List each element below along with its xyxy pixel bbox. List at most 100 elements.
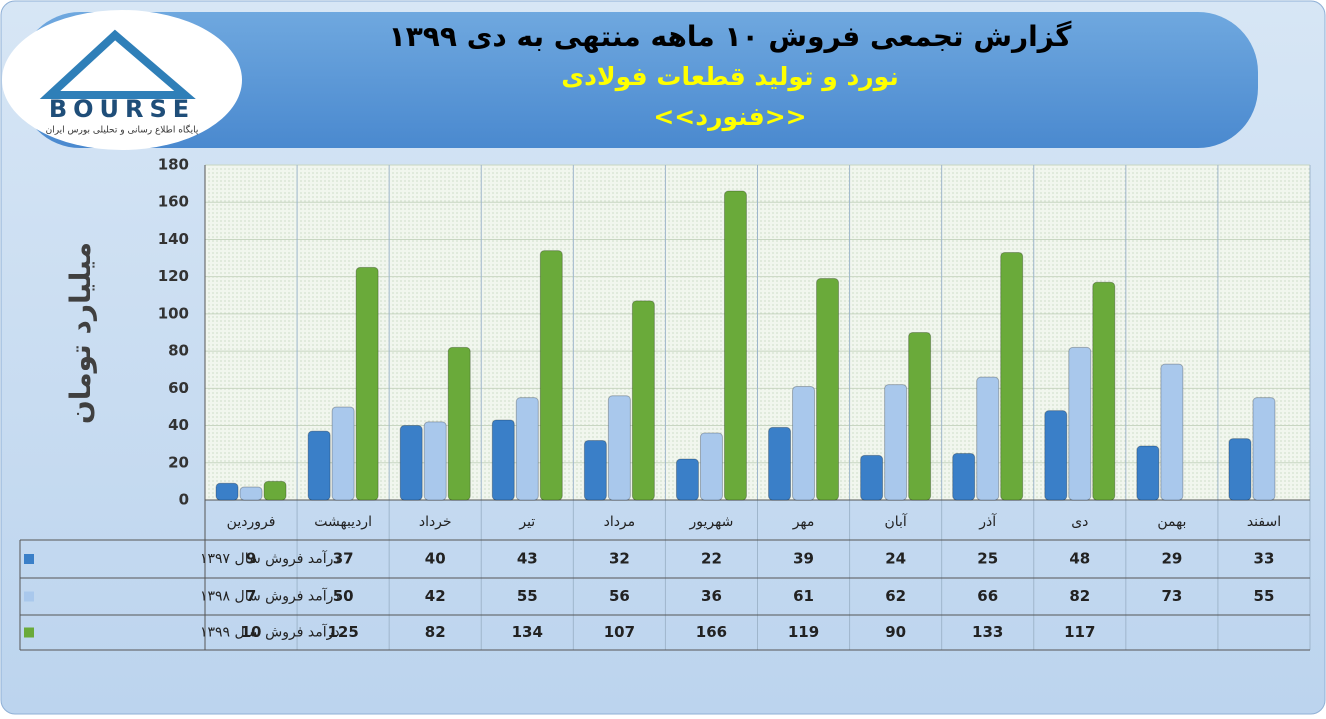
bar: [976, 376, 1000, 501]
table-value: 133: [972, 623, 1003, 641]
chart-title: گزارش تجمعی فروش ۱۰ ماهه منتهی به دی ۱۳۹…: [389, 20, 1072, 53]
table-value: 29: [1161, 550, 1182, 568]
bar: [699, 432, 723, 501]
logo-name: BOURSE: [49, 95, 195, 123]
y-tick-label: 20: [168, 453, 189, 471]
bar: [908, 332, 932, 501]
x-tick-label: شهریور: [689, 514, 734, 530]
bar: [884, 384, 908, 501]
table-value: 82: [425, 623, 446, 641]
y-axis-label: میلیارد تومان: [64, 242, 97, 424]
x-tick-label: مرداد: [604, 514, 636, 530]
table-value: 73: [1161, 587, 1182, 605]
table-value: 7: [246, 587, 256, 605]
table-value: 22: [701, 550, 722, 568]
bar: [1044, 410, 1068, 501]
legend-swatch: [24, 627, 34, 638]
x-tick-label: فروردین: [227, 514, 276, 530]
x-tick-label: دی: [1071, 514, 1088, 530]
bar: [355, 266, 379, 501]
bar: [792, 385, 816, 501]
y-tick-label: 140: [158, 230, 189, 248]
bar: [399, 425, 423, 501]
bar: [1136, 445, 1160, 501]
bar: [447, 346, 471, 501]
table-value: 56: [609, 587, 630, 605]
bar: [1252, 397, 1276, 501]
table-value: 39: [793, 550, 814, 568]
bar: [331, 406, 355, 501]
bar: [723, 190, 747, 501]
bar: [1160, 363, 1184, 501]
table-value: 55: [517, 587, 538, 605]
bar: [816, 278, 840, 501]
y-tick-label: 180: [158, 156, 189, 174]
table-value: 25: [977, 550, 998, 568]
y-tick-label: 60: [168, 379, 189, 397]
y-tick-label: 80: [168, 342, 189, 360]
table-value: 119: [788, 623, 819, 641]
y-tick-label: 160: [158, 193, 189, 211]
y-tick-label: 120: [158, 267, 189, 285]
x-tick-label: اسفند: [1247, 514, 1281, 530]
bar: [860, 454, 884, 501]
table-value: 90: [885, 623, 906, 641]
table-value: 32: [609, 550, 630, 568]
table-value: 50: [333, 587, 354, 605]
y-tick-label: 0: [179, 491, 189, 509]
bar: [631, 300, 655, 501]
x-tick-label: اردیبهشت: [314, 514, 372, 530]
y-tick-label: 100: [158, 304, 189, 322]
table-value: 117: [1064, 623, 1095, 641]
chart-subtitle: نورد و تولید قطعات فولادی: [561, 62, 898, 92]
bar: [768, 426, 792, 501]
legend-label: درآمد فروش سال ۱۳۹۹: [200, 624, 340, 641]
legend-label: درآمد فروش سال ۱۳۹۸: [200, 588, 340, 605]
legend-label: درآمد فروش سال ۱۳۹۷: [200, 550, 340, 567]
bar: [515, 397, 539, 501]
x-tick-label: خرداد: [419, 514, 452, 530]
bar: [952, 452, 976, 501]
y-tick-label: 40: [168, 416, 189, 434]
x-tick-label: تیر: [518, 514, 535, 530]
table-value: 134: [512, 623, 543, 641]
table-value: 66: [977, 587, 998, 605]
table-value: 40: [425, 550, 446, 568]
table-value: 107: [604, 623, 635, 641]
bar: [1092, 281, 1116, 501]
legend-swatch: [24, 554, 34, 564]
bar: [307, 430, 331, 501]
bar: [491, 419, 515, 501]
table-value: 82: [1069, 587, 1090, 605]
table-value: 61: [793, 587, 814, 605]
table-value: 9: [246, 550, 256, 568]
table-value: 33: [1254, 550, 1275, 568]
table-value: 62: [885, 587, 906, 605]
table-value: 55: [1254, 587, 1275, 605]
table-value: 48: [1069, 550, 1090, 568]
bar: [675, 458, 699, 501]
table-value: 37: [333, 550, 354, 568]
bar: [1228, 438, 1252, 501]
chart-subtitle-2: <<فنورد>>: [653, 102, 806, 132]
logo-tagline: پایگاه اطلاع رسانی و تحلیلی بورس ایران: [46, 124, 199, 136]
bar: [1000, 251, 1024, 501]
bar: [215, 482, 239, 501]
table-value: 42: [425, 587, 446, 605]
table-value: 125: [327, 623, 358, 641]
table-value: 166: [696, 623, 727, 641]
bar: [607, 395, 631, 501]
logo-mark: [39, 29, 196, 99]
x-tick-label: مهر: [792, 514, 815, 530]
x-tick-label: بهمن: [1157, 514, 1186, 530]
table-value: 43: [517, 550, 538, 568]
bar: [239, 486, 263, 501]
table-value: 36: [701, 587, 722, 605]
banner: [20, 12, 1258, 148]
table-value: 24: [885, 550, 906, 568]
bar: [539, 250, 563, 501]
bar: [263, 480, 287, 501]
bar: [583, 439, 607, 501]
x-tick-label: آذر: [978, 513, 997, 530]
